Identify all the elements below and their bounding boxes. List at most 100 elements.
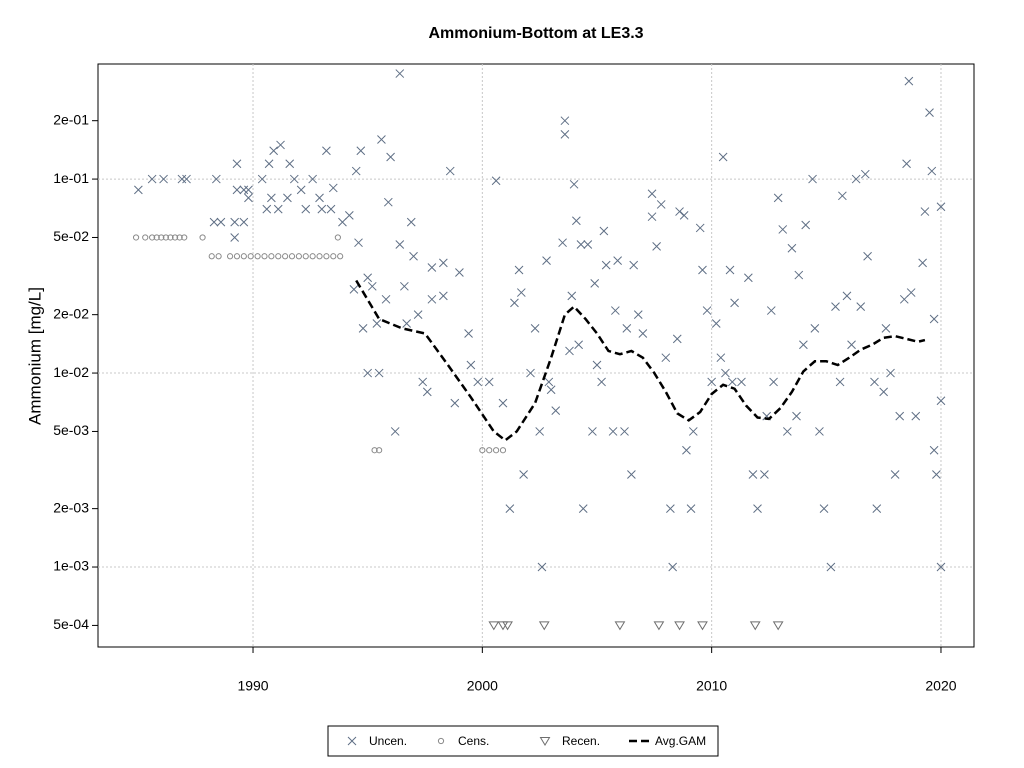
point	[269, 146, 279, 156]
point	[544, 377, 554, 387]
point	[257, 174, 267, 184]
point	[737, 377, 746, 387]
point	[354, 238, 363, 248]
point	[372, 319, 382, 328]
point	[418, 377, 428, 387]
legend-label: Uncen.	[369, 734, 407, 748]
point	[697, 621, 708, 631]
point	[149, 234, 156, 241]
point	[498, 398, 508, 408]
point	[499, 447, 507, 454]
point	[330, 253, 337, 260]
point	[870, 377, 879, 387]
point	[427, 263, 437, 272]
point	[838, 191, 847, 201]
point	[181, 234, 188, 241]
point	[647, 189, 657, 199]
point	[799, 340, 808, 350]
x-tick-label: 1990	[237, 678, 268, 694]
y-tick-label: 2e-03	[53, 499, 89, 515]
point	[409, 251, 418, 261]
point	[682, 445, 691, 455]
point	[810, 323, 820, 333]
point	[344, 211, 354, 220]
point	[927, 166, 937, 176]
point	[929, 314, 939, 324]
point	[721, 368, 730, 378]
point	[427, 294, 437, 304]
point	[936, 562, 946, 572]
point	[439, 291, 448, 301]
point	[656, 200, 666, 209]
point	[254, 253, 261, 260]
point	[282, 253, 289, 260]
point	[679, 211, 689, 220]
point	[633, 310, 643, 320]
point	[390, 427, 400, 436]
point	[879, 387, 889, 397]
point	[613, 256, 622, 265]
point	[445, 166, 455, 176]
point	[702, 306, 712, 315]
point	[698, 265, 707, 275]
point	[787, 243, 797, 253]
point	[439, 258, 448, 268]
point	[718, 152, 728, 162]
point	[295, 253, 302, 260]
point	[925, 108, 934, 118]
point	[226, 253, 234, 260]
point	[766, 306, 776, 315]
point	[711, 319, 721, 328]
y-tick-label: 1e-01	[53, 170, 89, 186]
point	[530, 323, 540, 333]
point	[686, 504, 696, 513]
point	[629, 260, 639, 270]
point	[497, 621, 509, 631]
point	[773, 193, 783, 203]
point	[351, 166, 361, 176]
point	[620, 427, 629, 436]
y-tick-label: 1e-02	[53, 364, 89, 380]
point	[486, 447, 493, 454]
point	[847, 340, 856, 350]
plot-frame	[97, 63, 975, 648]
y-axis-label: Ammonium [mg/L]	[25, 287, 44, 425]
point	[267, 193, 276, 203]
point	[860, 169, 870, 179]
point	[936, 202, 946, 212]
point	[337, 253, 344, 260]
point	[377, 135, 386, 144]
point	[240, 253, 247, 260]
point	[211, 174, 221, 184]
point	[558, 238, 567, 248]
point	[546, 385, 556, 395]
point	[647, 212, 657, 222]
point	[488, 621, 500, 631]
point	[374, 368, 384, 378]
point	[134, 185, 143, 195]
point	[147, 174, 157, 184]
point	[182, 174, 191, 184]
point	[208, 253, 215, 260]
point	[872, 504, 882, 513]
point	[597, 377, 606, 387]
point	[159, 174, 168, 184]
point	[622, 323, 632, 333]
point	[395, 69, 405, 78]
point	[890, 470, 900, 479]
point	[627, 470, 636, 479]
point	[363, 368, 373, 378]
point	[301, 204, 311, 214]
y-tick-label: 5e-03	[53, 422, 89, 438]
y-tick-label: 2e-02	[53, 305, 89, 321]
point	[516, 288, 526, 297]
point	[232, 185, 242, 195]
point	[328, 183, 338, 193]
point	[725, 265, 735, 275]
point	[895, 411, 905, 421]
y-tick-label: 2e-01	[53, 111, 89, 127]
point	[268, 253, 275, 260]
point	[661, 353, 671, 363]
point	[466, 360, 476, 370]
